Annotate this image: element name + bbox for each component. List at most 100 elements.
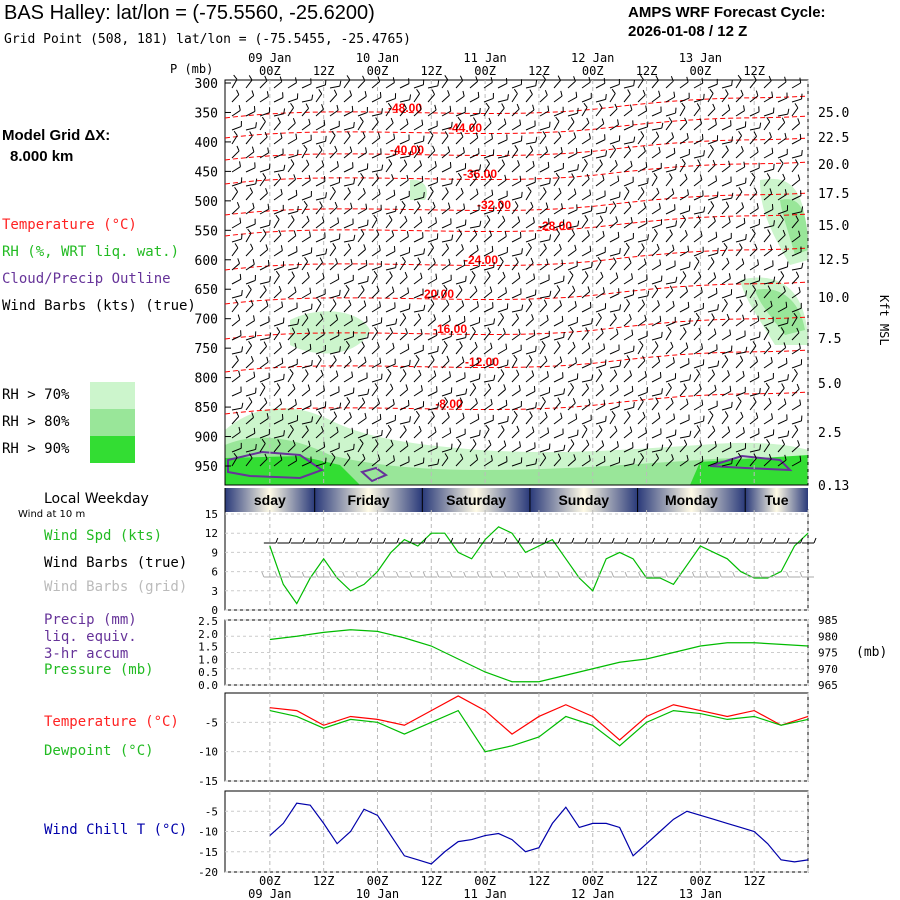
wind-barb	[427, 346, 439, 355]
wind-barb-shaft	[441, 401, 449, 411]
wind-barb-shaft	[777, 210, 788, 215]
wind-barb-flag	[446, 355, 450, 362]
wind-barb-shaft	[637, 247, 645, 257]
surface-wind-barb	[775, 537, 790, 544]
wind-barb-shaft	[651, 111, 662, 117]
wind-barb-flag	[561, 259, 564, 266]
pressure-tick-label: 750	[195, 342, 218, 357]
wind-barb-flag	[603, 343, 606, 349]
wind-barb-flag	[727, 104, 731, 110]
wind-barb	[581, 342, 591, 355]
wind-barb-flag	[402, 313, 407, 319]
wind-barb-shaft	[413, 359, 420, 369]
wind-barb	[427, 426, 437, 439]
wind-barb-shaft	[315, 237, 326, 243]
wind-barb-flag	[535, 136, 538, 143]
wind-barb-shaft	[665, 331, 672, 341]
wind-barb	[553, 172, 560, 187]
wind-barb-shaft	[665, 362, 675, 369]
wind-barb-shaft	[637, 345, 644, 355]
wind-barb	[791, 150, 803, 159]
wind-barb-shaft	[371, 275, 378, 285]
wind-barb-shaft	[427, 206, 436, 215]
wind-barb-shaft	[469, 153, 480, 159]
wind-barb-shaft	[567, 112, 578, 117]
wind-barb	[511, 441, 521, 453]
wind-barb-shaft	[301, 317, 309, 327]
precip-label-1: Precip (mm)	[44, 612, 137, 628]
wind-barb-flag	[618, 135, 621, 141]
wind-barb-flag	[336, 426, 339, 433]
wind-barb-flag	[462, 90, 465, 97]
wind-barb	[749, 284, 757, 299]
wind-barb-flag	[379, 413, 382, 420]
wind-barb	[399, 134, 410, 145]
wind-barb-shaft	[735, 401, 742, 411]
wind-barb-shaft	[651, 224, 662, 229]
wind-barb	[763, 220, 775, 229]
wind-barb	[301, 94, 314, 103]
wind-barb-shaft	[539, 335, 550, 341]
wind-barb-shaft	[357, 402, 366, 411]
wind-barb-shaft	[497, 220, 506, 229]
height-tick-label: 15.0	[818, 219, 849, 234]
wind-barb-shaft	[763, 418, 773, 425]
wind-barb	[609, 288, 620, 299]
wind-barb	[427, 130, 434, 145]
wind-barb	[245, 453, 253, 467]
grid-wind-barb-flag	[530, 571, 534, 578]
wind-barb-flag	[319, 257, 324, 263]
wind-barb	[511, 135, 523, 145]
wind-barb-shaft	[385, 210, 396, 215]
wind-barb-flag	[479, 373, 481, 379]
wind-barb-flag	[283, 430, 285, 436]
wind-barb-shaft	[735, 150, 744, 159]
wind-barb	[525, 120, 536, 131]
wind-barb	[259, 332, 272, 341]
pressure-tick-label: 300	[195, 77, 218, 92]
wind-barb	[413, 257, 421, 271]
wind-barb-flag	[688, 149, 690, 155]
wind-barb-shaft	[553, 305, 562, 313]
wind-barb	[553, 106, 564, 117]
wind-barb-flag	[501, 425, 505, 431]
wind-barb-shaft	[483, 291, 493, 299]
wind-barb	[385, 102, 392, 117]
wind-barb	[553, 428, 564, 439]
wind-barb-shaft	[511, 293, 522, 299]
wind-barb-shaft	[623, 318, 632, 327]
wind-barb	[343, 453, 351, 467]
wind-barb-shaft	[329, 457, 336, 467]
wind-barb-shaft	[497, 179, 507, 187]
wind-barb	[287, 77, 297, 89]
wind-barb	[567, 285, 576, 299]
weekday-band	[529, 488, 638, 512]
wind-barb-flag	[296, 358, 298, 365]
wind-barb-shaft	[315, 406, 326, 411]
wind-barb-flag	[549, 178, 551, 184]
wind-barb	[693, 246, 704, 257]
wind-barb	[371, 383, 379, 397]
wind-barb-flag	[490, 455, 493, 461]
wind-barb-shaft	[777, 153, 788, 159]
wind-barb-shaft	[693, 404, 703, 411]
wind-barb-flag	[561, 203, 563, 209]
wind-barb-shaft	[735, 166, 745, 173]
wind-barb-shaft	[301, 421, 312, 425]
wind-barb-flag	[392, 399, 395, 405]
wind-barb-flag	[672, 357, 675, 363]
wind-barb	[637, 371, 647, 383]
wind-barb-shaft	[259, 233, 267, 243]
wind-barb	[539, 258, 549, 271]
wind-barb	[735, 74, 742, 89]
wind-barb	[735, 290, 748, 299]
wind-barb-shaft	[511, 415, 518, 425]
wind-barb	[651, 75, 659, 89]
wind-barb	[371, 413, 382, 425]
wind-barb-flag	[338, 386, 340, 392]
wind-barb	[763, 75, 772, 89]
wind-barb	[287, 246, 298, 257]
wind-barb-flag	[657, 356, 661, 362]
wind-barb-shaft	[679, 331, 687, 341]
grid-wind-barb	[557, 571, 572, 578]
